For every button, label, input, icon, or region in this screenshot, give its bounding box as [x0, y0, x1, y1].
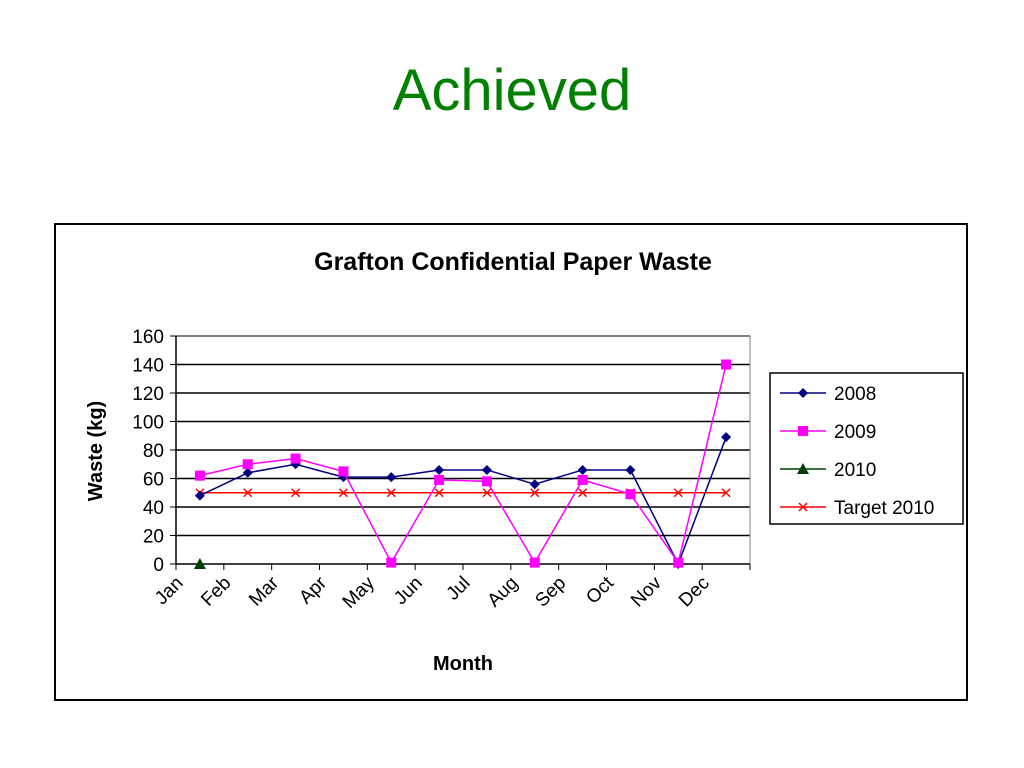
y-tick-labels: 0 20 40 60 80 100 120 140 160 — [132, 327, 164, 576]
line-chart: Grafton Confidential Paper Waste 0 20 40 60… — [85, 248, 964, 675]
x-mark-stroke — [386, 488, 396, 498]
x-tick-label: Jan — [151, 573, 188, 610]
data-point-square — [481, 476, 492, 487]
legend-label: 2010 — [834, 460, 876, 481]
data-point-triangle — [797, 463, 809, 474]
x-mark-stroke — [798, 502, 808, 512]
data-point-diamond — [194, 490, 205, 501]
y-tick-label: 140 — [132, 356, 164, 377]
chart-frame: Grafton Confidential Paper Waste 0 20 40 60… — [54, 223, 968, 701]
y-tick-label: 100 — [132, 413, 164, 434]
y-axis-label: Waste (kg) — [85, 401, 107, 501]
x-tick-label: Feb — [197, 573, 235, 611]
legend: 2008 2009 2010 Target 2010 — [769, 372, 964, 525]
data-point-square — [721, 359, 732, 370]
series-2009 — [194, 359, 732, 568]
data-point-square — [529, 557, 540, 568]
x-mark-stroke — [338, 488, 348, 498]
y-tick-label: 160 — [132, 327, 164, 348]
x-axis-label: Month — [433, 653, 493, 675]
y-tick-label: 120 — [132, 384, 164, 405]
grid-lines — [176, 335, 750, 537]
x-mark-stroke — [578, 488, 588, 498]
legend-box — [769, 372, 964, 525]
data-point-diamond — [721, 432, 732, 443]
data-point-triangle — [193, 558, 206, 569]
x-mark-stroke — [243, 488, 253, 498]
y-tick-label: 60 — [143, 470, 164, 491]
x-tick-label: Nov — [627, 572, 666, 611]
data-point-square — [577, 474, 588, 485]
data-point-diamond — [242, 467, 253, 478]
data-point-x — [530, 488, 540, 498]
series-target-2010 — [195, 488, 731, 498]
x-mark-stroke — [291, 488, 301, 498]
x-mark-stroke — [721, 488, 731, 498]
x-mark-stroke — [482, 488, 492, 498]
data-point-x — [386, 488, 396, 498]
legend-item: 2009 — [780, 422, 876, 443]
legend-item: Target 2010 — [780, 498, 934, 519]
series-line — [199, 436, 727, 566]
data-point-square — [338, 466, 349, 477]
legend-item: 2008 — [780, 384, 876, 405]
x-tick-label: Jun — [390, 573, 427, 610]
axes — [170, 335, 751, 570]
y-tick-label: 80 — [143, 441, 164, 462]
data-point-x — [338, 488, 348, 498]
x-tick-label: Aug — [484, 573, 523, 612]
data-point-diamond — [798, 388, 808, 398]
data-point-diamond — [481, 464, 492, 475]
data-point-square — [242, 459, 253, 470]
data-point-x — [578, 488, 588, 498]
data-point-x — [482, 488, 492, 498]
data-point-square — [194, 470, 205, 481]
x-tick-label: Mar — [245, 572, 283, 610]
data-point-square — [290, 453, 301, 464]
data-point-x — [291, 488, 301, 498]
series-group — [193, 359, 732, 569]
data-point-x — [721, 488, 731, 498]
slide-title: Achieved — [392, 58, 632, 123]
data-point-diamond — [625, 464, 636, 475]
data-point-square — [673, 557, 684, 568]
series-2008 — [194, 432, 732, 569]
data-point-x — [243, 488, 253, 498]
data-point-diamond — [577, 464, 588, 475]
x-tick-label: Jul — [443, 573, 475, 605]
y-tick-label: 40 — [143, 498, 164, 519]
x-tick-labels: Jan Feb Mar Apr May Jun Jul Aug Sep Oct Nov Dec — [151, 572, 714, 613]
x-tick-label: Apr — [295, 572, 331, 608]
y-tick-label: 0 — [153, 555, 164, 576]
x-tick-label: Dec — [675, 573, 714, 612]
y-tick-label: 20 — [143, 527, 164, 548]
data-point-square — [625, 489, 636, 500]
data-point-x — [673, 488, 683, 498]
series-2010 — [193, 558, 206, 569]
data-point-square — [386, 557, 397, 568]
x-mark-stroke — [673, 488, 683, 498]
data-point-x — [798, 502, 808, 512]
data-point-diamond — [434, 464, 445, 475]
x-mark-stroke — [434, 488, 444, 498]
chart-title: Grafton Confidential Paper Waste — [314, 248, 712, 276]
x-tick-label: May — [339, 572, 380, 613]
x-tick-label: Sep — [531, 573, 570, 612]
legend-label: 2009 — [834, 422, 876, 443]
data-point-square — [798, 426, 808, 436]
series-line — [199, 364, 727, 565]
legend-label: 2008 — [834, 384, 876, 405]
data-point-x — [434, 488, 444, 498]
legend-label: Target 2010 — [834, 498, 934, 519]
data-point-diamond — [386, 472, 397, 483]
x-mark-stroke — [530, 488, 540, 498]
data-point-diamond — [529, 479, 540, 490]
legend-item: 2010 — [780, 460, 876, 481]
x-tick-label: Oct — [582, 572, 618, 608]
data-point-square — [434, 474, 445, 485]
